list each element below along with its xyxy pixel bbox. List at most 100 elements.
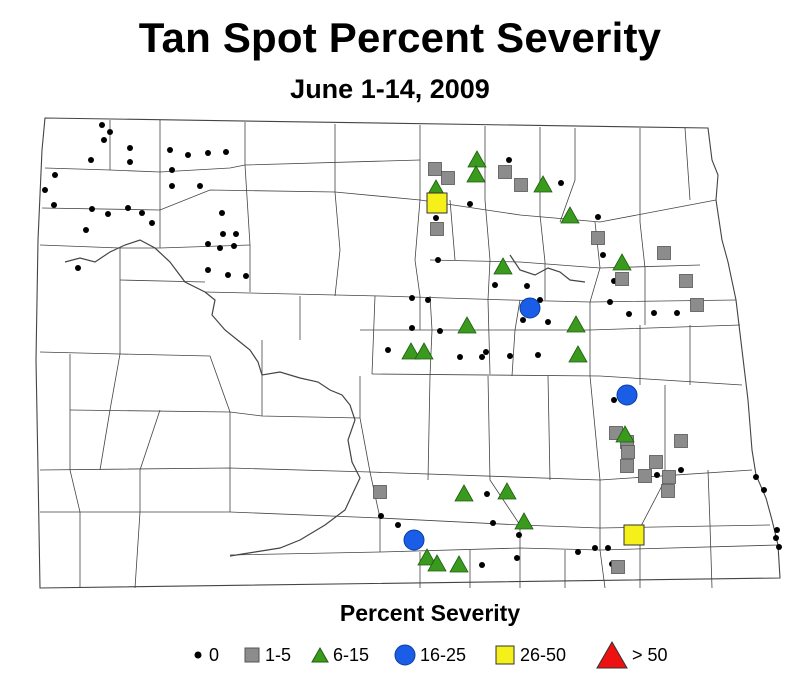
site-marker-0 (545, 319, 551, 325)
site-marker-0 (575, 549, 581, 555)
site-marker-0 (425, 297, 431, 303)
site-marker-0 (479, 562, 485, 568)
site-marker-0 (595, 214, 601, 220)
site-marker-6-15 (568, 345, 588, 363)
site-marker-1-5 (649, 455, 663, 469)
legend-label: 16-25 (420, 644, 467, 665)
site-marker-0 (51, 202, 57, 208)
gray-square-icon (244, 647, 260, 663)
site-marker-1-5 (674, 434, 688, 448)
site-marker-16-25 (616, 384, 638, 406)
site-marker-0 (654, 472, 660, 478)
site-marker-0 (223, 149, 229, 155)
legend-item-6-15: 6-15 (310, 638, 369, 672)
site-marker-0 (89, 206, 95, 212)
site-marker-0 (753, 474, 759, 480)
site-marker-6-15 (417, 548, 437, 566)
site-marker-0 (537, 297, 543, 303)
legend-item-16-25: 16-25 (393, 638, 466, 672)
north-dakota-county-map (35, 117, 782, 589)
site-marker-0 (514, 555, 520, 561)
site-marker-0 (139, 210, 145, 216)
site-marker-6-15 (467, 150, 487, 168)
site-marker-0 (479, 354, 485, 360)
map-title: Tan Spot Percent Severity (138, 14, 662, 61)
rivers (64, 239, 586, 557)
site-marker-0 (185, 152, 191, 158)
site-marker-0 (558, 180, 564, 186)
site-marker-0 (674, 310, 680, 316)
site-marker-1-5 (441, 171, 455, 185)
site-marker-0 (507, 353, 513, 359)
site-marker-0 (99, 122, 105, 128)
site-marker-1-5 (373, 485, 387, 499)
site-marker-0 (626, 311, 632, 317)
site-marker-0 (592, 545, 598, 551)
site-marker-0 (605, 545, 611, 551)
legend-label: 1-5 (265, 644, 292, 665)
site-marker-0 (535, 352, 541, 358)
site-marker-0 (773, 535, 779, 541)
site-marker-6-15 (615, 425, 635, 443)
site-marker-6-15 (401, 342, 421, 360)
site-marker-6-15 (427, 554, 447, 572)
legend-label: 6-15 (333, 644, 370, 665)
legend-item-over-50: > 50 (595, 638, 668, 672)
site-marker-6-15 (514, 512, 534, 530)
site-marker-0 (457, 354, 463, 360)
site-marker-0 (149, 220, 155, 226)
site-marker-16-25 (403, 529, 425, 551)
site-marker-1-5 (679, 274, 693, 288)
site-marker-0 (651, 310, 657, 316)
site-marker-0 (197, 183, 203, 189)
sheyenne-river (509, 254, 586, 283)
site-marker-0 (492, 282, 498, 288)
site-marker-0 (774, 527, 780, 533)
site-marker-1-5 (611, 560, 625, 574)
site-marker-0 (205, 241, 211, 247)
site-marker-1-5 (591, 231, 605, 245)
site-marker-1-5 (661, 484, 675, 498)
site-marker-0 (611, 397, 617, 403)
legend-label: 26-50 (520, 644, 567, 665)
legend-item-0: 0 (190, 638, 219, 672)
site-marker-6-15 (466, 165, 486, 183)
site-marker-0 (205, 150, 211, 156)
site-marker-0 (101, 137, 107, 143)
site-marker-6-15 (560, 206, 580, 224)
site-marker-6-15 (414, 342, 434, 360)
site-marker-0 (127, 145, 133, 151)
site-marker-0 (467, 201, 473, 207)
site-marker-1-5 (498, 165, 512, 179)
site-marker-6-15 (449, 555, 469, 573)
site-marker-0 (42, 187, 48, 193)
site-marker-0 (409, 295, 415, 301)
site-marker-0 (169, 167, 175, 173)
missouri-river (64, 239, 361, 557)
site-marker-0 (167, 147, 173, 153)
site-marker-16-25 (519, 297, 541, 319)
green-triangle-icon (311, 646, 329, 663)
site-marker-0 (127, 159, 133, 165)
map-subtitle: June 1-14, 2009 (290, 74, 490, 104)
black-dot-icon (194, 651, 202, 659)
legend-title: Percent Severity (339, 600, 521, 626)
site-marker-0 (395, 522, 401, 528)
site-marker-6-15 (497, 482, 517, 500)
site-marker-0 (231, 243, 237, 249)
legend-item-1-5: 1-5 (242, 638, 291, 672)
site-marker-0 (524, 283, 530, 289)
site-marker-1-5 (615, 272, 629, 286)
site-marker-6-15 (493, 257, 513, 275)
site-marker-0 (233, 231, 239, 237)
site-marker-1-5 (620, 459, 634, 473)
site-marker-0 (83, 227, 89, 233)
site-marker-0 (490, 520, 496, 526)
site-marker-6-15 (566, 315, 586, 333)
state-outline (35, 117, 781, 589)
site-marker-0 (516, 532, 522, 538)
site-marker-0 (761, 487, 767, 493)
site-marker-6-15 (454, 484, 474, 502)
site-marker-0 (52, 172, 58, 178)
site-marker-1-5 (621, 445, 635, 459)
